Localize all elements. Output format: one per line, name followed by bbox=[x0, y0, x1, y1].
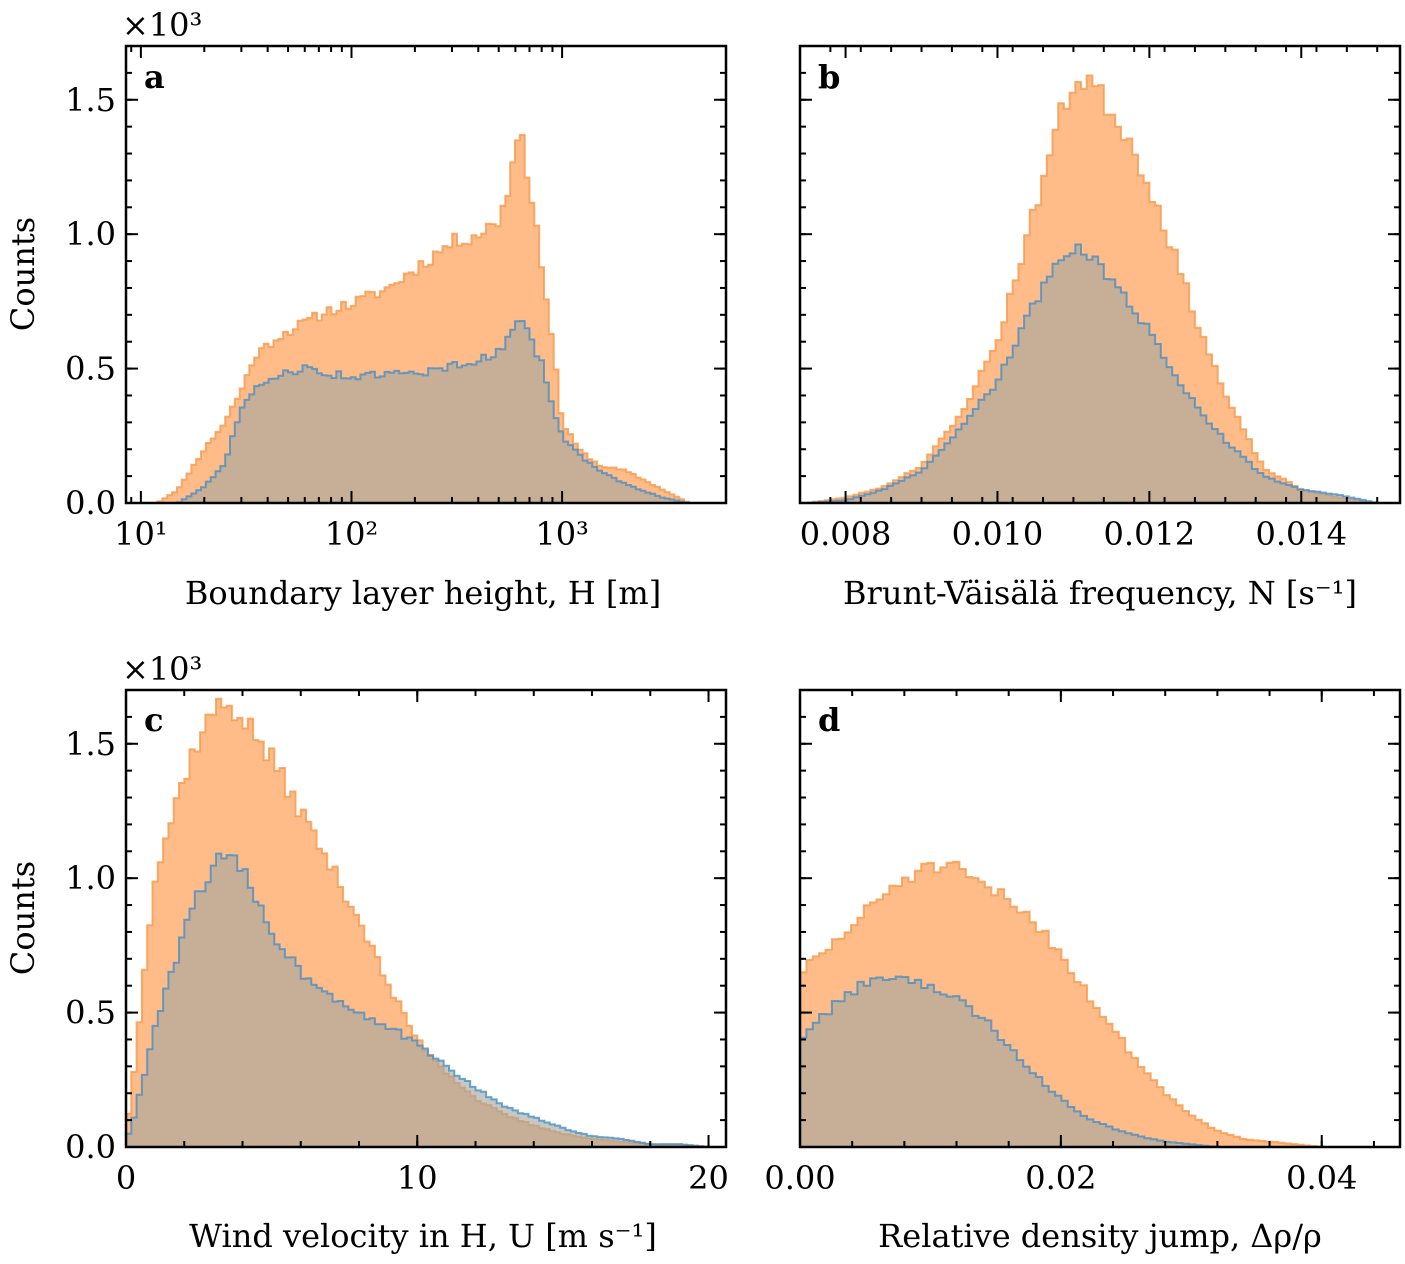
panel-a-xtick-label: 10² bbox=[325, 515, 379, 553]
panel-c-frame bbox=[124, 688, 728, 1149]
panel-a-ytick-label: 0.0 bbox=[65, 484, 116, 522]
panel-b-series-blue-histogram bbox=[806, 243, 1379, 504]
panel-c-ylabel: Counts bbox=[4, 861, 42, 975]
panel-d-histogram: 0.00 0.02 0.04 d Relative density jump, Δρ… bbox=[764, 688, 1402, 1255]
panel-a-xtick-label: 10¹ bbox=[114, 515, 168, 553]
panel-c-xtick-label: 10 bbox=[397, 1159, 438, 1197]
panel-c-bars bbox=[125, 697, 710, 1148]
panel-c-ytick-label: 0.0 bbox=[65, 1128, 116, 1166]
panel-b-xtick-label: 0.014 bbox=[1255, 515, 1347, 553]
panel-b-xlabel: Brunt-Väisälä frequency, N [s⁻¹] bbox=[843, 574, 1357, 612]
panel-a-frame bbox=[124, 44, 728, 505]
panel-b-letter: b bbox=[818, 58, 840, 96]
panel-b-frame bbox=[798, 44, 1402, 505]
panel-b-xtick-label: 0.012 bbox=[1104, 515, 1196, 553]
panel-b-xtick-label: 0.008 bbox=[800, 515, 892, 553]
panel-c-xtick-label: 0 bbox=[116, 1159, 136, 1197]
panel-d-letter: d bbox=[818, 701, 840, 739]
panel-d-xtick-label: 0.04 bbox=[1286, 1159, 1357, 1197]
panel-a-ytick-label: 0.5 bbox=[65, 350, 116, 388]
panel-b-histogram: 0.008 0.010 0.012 0.014 b Brunt-Väisälä fre… bbox=[798, 44, 1402, 612]
panel-d-xtick-label: 0.00 bbox=[764, 1159, 835, 1197]
panel-a-ticks: 0.0 0.5 1.0 1.5 10¹ 10² 10³ bbox=[65, 46, 726, 553]
panel-a-histogram: 0.0 0.5 1.0 1.5 10¹ 10² 10³ a ×10³ Counts Boun… bbox=[4, 6, 728, 612]
panel-a-ytick-label: 1.0 bbox=[65, 215, 116, 253]
panel-c-series-blue-histogram bbox=[125, 852, 710, 1148]
panel-d-frame bbox=[798, 688, 1402, 1149]
panel-c-histogram: 0.0 0.5 1.0 1.5 0 10 20 c ×10³ Counts Wind vel… bbox=[4, 650, 729, 1255]
panel-c-xlabel: Wind velocity in H, U [m s⁻¹] bbox=[189, 1217, 657, 1255]
panel-a-series-blue-histogram bbox=[157, 320, 690, 504]
panel-b-bars bbox=[806, 74, 1379, 504]
panel-c-y-multiplier: ×10³ bbox=[122, 650, 202, 688]
panel-a-letter: a bbox=[144, 58, 165, 96]
panel-d-bars bbox=[799, 860, 1374, 1148]
panel-a-xlabel: Boundary layer height, H [m] bbox=[185, 574, 661, 612]
panel-c-xtick-label: 20 bbox=[688, 1159, 729, 1197]
panel-b-xtick-label: 0.010 bbox=[952, 515, 1044, 553]
panel-c-ytick-label: 0.5 bbox=[65, 994, 116, 1032]
panel-a-ytick-label: 1.5 bbox=[65, 81, 116, 119]
panel-a-ylabel: Counts bbox=[4, 217, 42, 331]
panel-c-ytick-label: 1.5 bbox=[65, 725, 116, 763]
panel-a-xtick-label: 10³ bbox=[535, 515, 589, 553]
panel-d-xtick-label: 0.02 bbox=[1025, 1159, 1096, 1197]
panel-a-y-multiplier: ×10³ bbox=[122, 6, 202, 44]
panel-a-bars bbox=[156, 134, 690, 504]
panel-d-xlabel: Relative density jump, Δρ/ρ bbox=[878, 1217, 1322, 1255]
panel-d-ticks: 0.00 0.02 0.04 bbox=[764, 690, 1400, 1197]
panel-c-letter: c bbox=[144, 701, 163, 739]
panel-c-ticks: 0.0 0.5 1.0 1.5 0 10 20 bbox=[65, 690, 729, 1197]
panel-c-ytick-label: 1.0 bbox=[65, 859, 116, 897]
